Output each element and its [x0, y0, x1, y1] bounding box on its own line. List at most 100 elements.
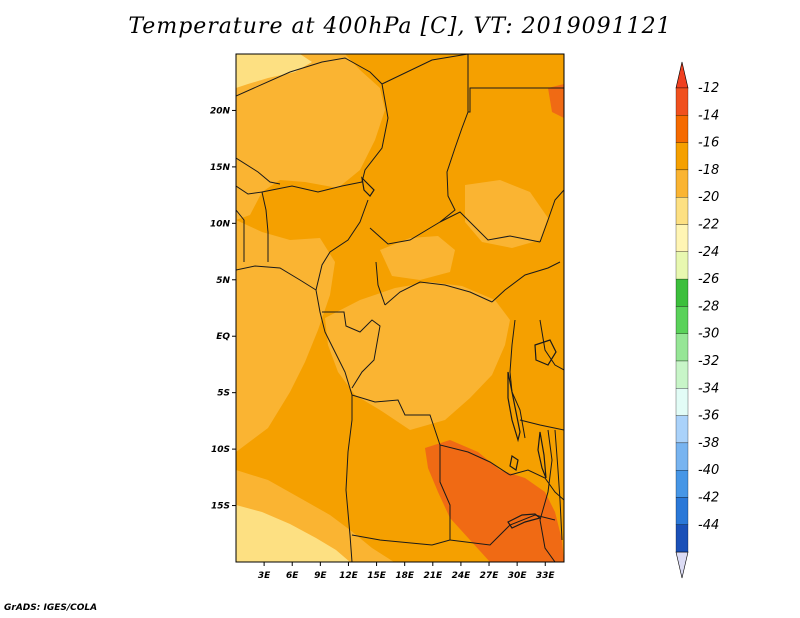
- border-south-sudan-east: [491, 261, 561, 303]
- colorbar-label: -12: [698, 81, 719, 96]
- lon-tick-label: 6E: [286, 571, 299, 581]
- colorbar-swatch: [675, 251, 689, 280]
- border-gabon-congo: [322, 311, 381, 389]
- country-borders: [236, 54, 564, 562]
- colorbar-swatch: [675, 306, 689, 334]
- colorbar-swatch: [675, 497, 689, 525]
- field-area-sudan: [465, 180, 548, 248]
- border-burkina-benin: [236, 185, 269, 262]
- lakes: [361, 176, 557, 529]
- colorbar-label: -16: [698, 136, 719, 151]
- map-frame: [235, 53, 565, 563]
- border-nigeria-cameroon: [315, 199, 369, 291]
- lat-tick-label: 20N: [210, 106, 231, 116]
- field-area-sw-corner: [236, 505, 350, 562]
- border-chad-car: [369, 221, 441, 245]
- border-drc-uganda: [509, 319, 526, 439]
- border-angola-zambia: [431, 445, 451, 546]
- colorbar-swatch: [675, 524, 689, 553]
- border-angola-drc: [351, 394, 511, 476]
- colorbar-swatch: [675, 197, 689, 225]
- colorbar-label: -36: [698, 409, 719, 424]
- lon-tick-label: 30E: [508, 571, 528, 581]
- colorbar-swatch: [675, 278, 689, 307]
- border-uganda-kenya: [539, 319, 564, 371]
- border-libya-chad: [381, 54, 469, 85]
- border-malawi-mozambique: [539, 429, 556, 562]
- colorbar-label: -34: [698, 381, 719, 396]
- border-mali-niger: [236, 157, 281, 185]
- border-niger-chad: [361, 83, 389, 183]
- colorbar-label: -24: [698, 245, 719, 260]
- border-ethiopia: [539, 189, 564, 243]
- colorbar-swatch: [675, 87, 689, 116]
- colorbar-label: -26: [698, 272, 719, 287]
- colorbar-label: -44: [698, 518, 719, 533]
- lat-tick-label: EQ: [216, 332, 230, 342]
- field-area-central-north: [380, 236, 455, 280]
- lat-tick-label: 5N: [216, 276, 230, 286]
- colorbar-swatch: [675, 470, 689, 498]
- lat-tick-label: 10N: [210, 219, 231, 229]
- lon-tick-label: 15E: [367, 571, 387, 581]
- border-sudan-south-sudan: [439, 211, 541, 243]
- colorbar-label: -28: [698, 299, 719, 314]
- field-area-congo-basin: [325, 282, 510, 430]
- lake-kariba: [507, 513, 542, 529]
- lake-victoria: [534, 339, 557, 366]
- colorbar-label: -20: [698, 190, 719, 205]
- colorbar-label: -30: [698, 327, 719, 342]
- lon-tick-label: 24E: [452, 571, 472, 581]
- border-chad-sudan: [439, 111, 469, 223]
- longitude-axis: 3E 6E 9E 12E 15E 18E 21E 24E 27E 30E 33E: [258, 562, 556, 581]
- lat-tick-label: 15N: [210, 163, 231, 173]
- colorbar: -12 -14 -16 -18 -20 -22 -24 -26 -28 -30 -32 -34 -36 -…: [675, 61, 719, 579]
- field-area-northwest: [236, 54, 385, 220]
- colorbar-swatch: [675, 415, 689, 444]
- grads-credit: GrADS: IGES/COLA: [4, 603, 98, 613]
- border-niger-nigeria: [261, 181, 363, 193]
- field-area-nw-corner: [236, 54, 312, 88]
- colorbar-label: -42: [698, 491, 719, 506]
- colorbar-swatch: [675, 169, 689, 198]
- chart-title: Temperature at 400hPa [C], VT: 201909112…: [128, 14, 672, 39]
- field-area-ne-corner: [548, 84, 564, 118]
- colorbar-swatch: [675, 333, 689, 362]
- border-egypt-sudan: [467, 54, 564, 113]
- lon-tick-label: 27E: [480, 571, 500, 581]
- lake-tanganyika: [507, 371, 521, 443]
- colorbar-label: -18: [698, 163, 719, 178]
- lat-tick-label: 10S: [211, 445, 230, 455]
- border-cameroon-car: [375, 261, 386, 306]
- colorbar-label: -38: [698, 436, 719, 451]
- border-kenya-tanzania: [519, 419, 564, 431]
- colorbar-swatch: [675, 224, 689, 252]
- colorbar-swatch: [675, 115, 689, 143]
- colorbar-top-arrow: [675, 61, 689, 89]
- lon-tick-label: 12E: [339, 571, 359, 581]
- colorbar-swatch: [675, 142, 689, 171]
- lat-tick-label: 15S: [211, 502, 230, 512]
- colorbar-label: -14: [698, 108, 719, 123]
- lon-tick-label: 21E: [423, 571, 443, 581]
- colorbar-bottom-arrow: [675, 551, 689, 579]
- border-algeria-niger-libya: [236, 57, 383, 97]
- temperature-field: [236, 54, 564, 562]
- lon-tick-label: 9E: [314, 571, 327, 581]
- field-area-southeast: [425, 440, 564, 562]
- coastline-west-africa: [236, 265, 353, 562]
- colorbar-label: -32: [698, 354, 719, 369]
- border-angola-namibia: [351, 534, 433, 546]
- lon-tick-label: 33E: [536, 571, 556, 581]
- colorbar-swatch: [675, 442, 689, 471]
- colorbar-swatch: [675, 360, 689, 389]
- colorbar-label: -40: [698, 463, 719, 478]
- colorbar-label: -22: [698, 218, 719, 233]
- lat-tick-label: 5S: [217, 389, 230, 399]
- latitude-axis: 20N 15N 10N 5N EQ 5S 10S 15S: [210, 106, 236, 512]
- border-car-drc: [384, 281, 493, 306]
- lon-tick-label: 18E: [395, 571, 415, 581]
- lake-mweru: [509, 455, 519, 471]
- border-zambia-tanzania: [509, 469, 564, 501]
